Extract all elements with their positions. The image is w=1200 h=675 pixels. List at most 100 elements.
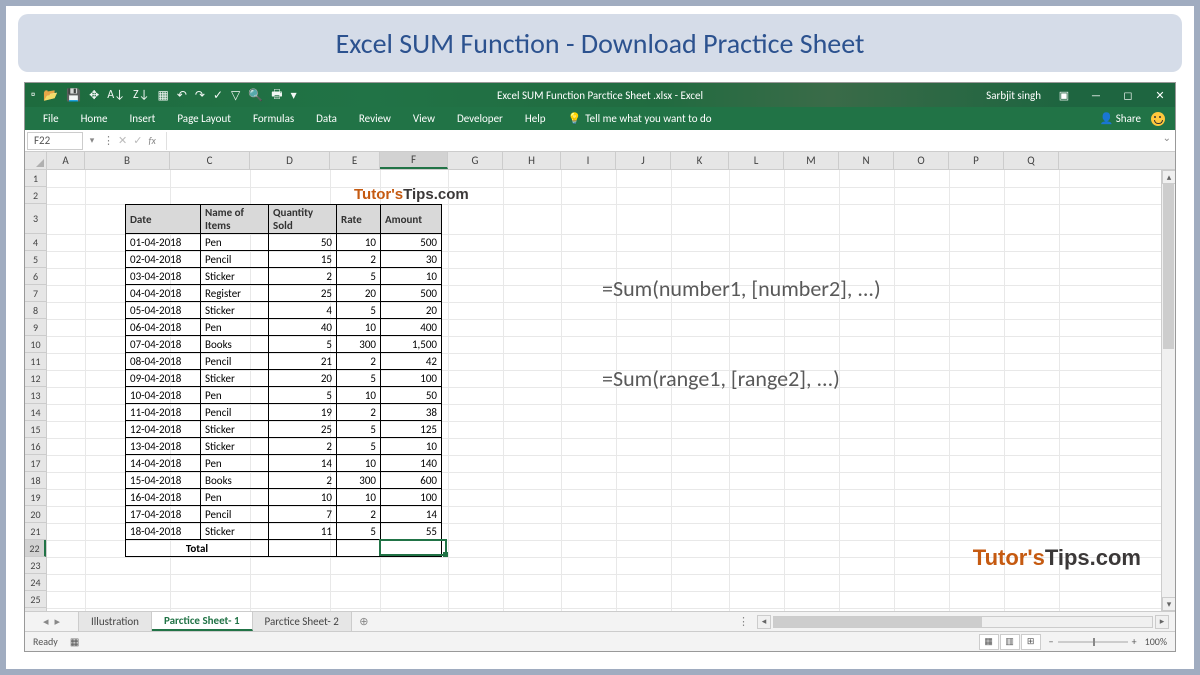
more-icon[interactable]: ▾ [291,88,297,103]
row-header[interactable]: 15 [25,421,46,438]
sheet-tab-practice2[interactable]: Parctice Sheet- 2 [253,612,352,631]
scroll-down-icon[interactable]: ▾ [1162,597,1175,611]
tab-formulas[interactable]: Formulas [243,107,304,130]
view-normal-icon[interactable]: ▦ [979,634,999,650]
table-cell[interactable]: 500 [381,285,442,302]
table-cell[interactable]: 10 [381,438,442,455]
table-cell[interactable]: 5 [337,421,381,438]
table-cell[interactable]: Pen [201,319,269,336]
zoom-level[interactable]: 100% [1145,635,1167,648]
table-cell[interactable]: 20 [337,285,381,302]
table-cell[interactable]: 100 [381,370,442,387]
row-header[interactable]: 2 [25,187,46,204]
vscroll-thumb[interactable] [1163,184,1174,349]
table-cell[interactable]: 13-04-2018 [126,438,201,455]
tab-insert[interactable]: Insert [120,107,166,130]
table-cell[interactable]: 04-04-2018 [126,285,201,302]
table-cell[interactable]: 2 [337,404,381,421]
row-header[interactable]: 1 [25,170,46,187]
table-cell[interactable]: 5 [269,336,337,353]
table-cell[interactable]: 10 [337,234,381,251]
row-header[interactable]: 24 [25,574,46,591]
table-cell[interactable]: 11 [269,523,337,540]
table-cell[interactable]: 500 [381,234,442,251]
row-header[interactable]: 7 [25,285,46,302]
col-header[interactable]: H [503,152,561,169]
nav-prev-icon[interactable]: ◂ [43,615,49,628]
table-cell[interactable]: 5 [337,268,381,285]
table-cell[interactable]: Sticker [201,523,269,540]
col-header[interactable]: P [949,152,1004,169]
table-cell[interactable]: Pencil [201,251,269,268]
tab-developer[interactable]: Developer [447,107,513,130]
open-icon[interactable]: 📂 [43,88,58,103]
nav-next-icon[interactable]: ▸ [55,615,61,628]
col-header[interactable]: M [784,152,839,169]
table-cell[interactable]: 125 [381,421,442,438]
row-header[interactable]: 21 [25,523,46,540]
table-cell[interactable]: 400 [381,319,442,336]
zoom-out-icon[interactable]: − [1049,635,1054,648]
table-cell[interactable]: 300 [337,472,381,489]
row-header[interactable]: 23 [25,557,46,574]
col-header[interactable]: Q [1004,152,1059,169]
maximize-icon[interactable]: ◻ [1119,88,1137,102]
sheet-tab-practice1[interactable]: Parctice Sheet- 1 [152,612,253,631]
cell-grid[interactable]: Tutor'sTips.com Date Name of Items Quant… [47,170,1175,611]
name-box[interactable]: F22 [27,132,83,150]
th-name[interactable]: Name of Items [201,205,269,234]
preview-icon[interactable]: 🔍 [248,88,263,103]
table-cell[interactable]: 5 [269,387,337,404]
table-cell[interactable]: 06-04-2018 [126,319,201,336]
table-cell[interactable]: 7 [269,506,337,523]
row-header[interactable]: 3 [25,204,46,234]
table-cell[interactable]: 55 [381,523,442,540]
table-cell[interactable]: 2 [269,268,337,285]
table-cell[interactable]: 10 [337,319,381,336]
table-cell[interactable]: 10 [269,489,337,506]
col-header[interactable]: E [330,152,380,169]
table-cell[interactable]: Pencil [201,506,269,523]
table-cell[interactable]: 05-04-2018 [126,302,201,319]
total-qty[interactable] [269,540,337,557]
tab-file[interactable]: File [33,107,69,130]
enter-icon[interactable]: ✓ [133,134,142,147]
table-cell[interactable]: 10 [337,489,381,506]
macro-record-icon[interactable]: ▦ [70,635,79,648]
table-cell[interactable]: Pen [201,455,269,472]
table-cell[interactable]: 20 [381,302,442,319]
sheet-tab-illustration[interactable]: Illustration [79,612,152,631]
tab-view[interactable]: View [403,107,445,130]
table-cell[interactable]: 14 [269,455,337,472]
name-box-dropdown-icon[interactable]: ▾ [85,135,99,146]
vertical-scrollbar[interactable]: ▴ ▾ [1161,170,1175,611]
col-header[interactable]: D [250,152,330,169]
table-cell[interactable]: 100 [381,489,442,506]
table-cell[interactable]: 10-04-2018 [126,387,201,404]
row-header[interactable]: 13 [25,387,46,404]
col-header[interactable]: B [85,152,170,169]
table-cell[interactable]: 2 [337,353,381,370]
row-header[interactable]: 4 [25,234,46,251]
table-cell[interactable]: Pencil [201,404,269,421]
table-cell[interactable]: 2 [269,438,337,455]
col-header[interactable]: K [671,152,729,169]
table-cell[interactable]: 17-04-2018 [126,506,201,523]
th-date[interactable]: Date [126,205,201,234]
table-cell[interactable]: Pen [201,489,269,506]
horizontal-scrollbar[interactable] [773,616,1153,628]
table-cell[interactable]: Sticker [201,370,269,387]
table-cell[interactable]: 18-04-2018 [126,523,201,540]
table-cell[interactable]: 21 [269,353,337,370]
table-cell[interactable]: 07-04-2018 [126,336,201,353]
col-header[interactable]: J [616,152,671,169]
row-header[interactable]: 16 [25,438,46,455]
table-cell[interactable]: 15-04-2018 [126,472,201,489]
col-header[interactable]: O [894,152,949,169]
tell-me-search[interactable]: 💡 Tell me what you want to do [558,112,712,125]
row-header[interactable]: 6 [25,268,46,285]
spell-icon[interactable]: ✓ [213,88,223,103]
col-header[interactable]: L [729,152,784,169]
table-cell[interactable]: 14 [381,506,442,523]
table-cell[interactable]: 2 [269,472,337,489]
